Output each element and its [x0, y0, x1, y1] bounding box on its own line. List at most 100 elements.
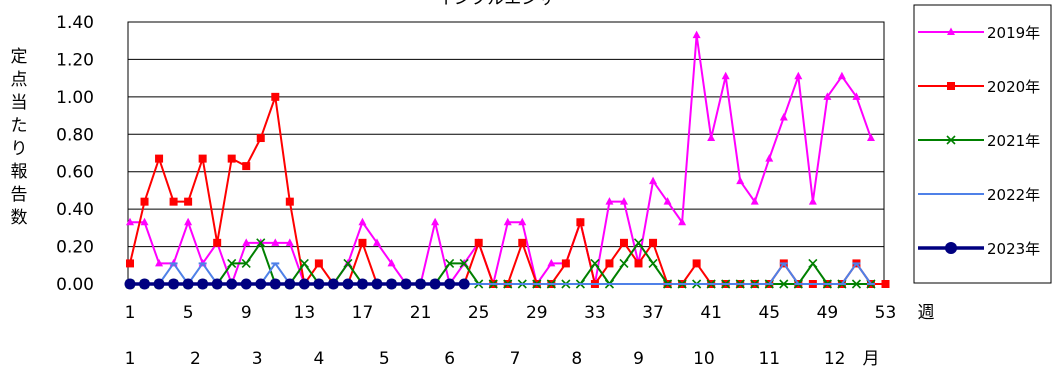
- legend-entry: 2019年: [918, 24, 1040, 42]
- x-tick-label: 9: [241, 303, 252, 323]
- data-point: [415, 278, 427, 290]
- data-point: [605, 259, 614, 268]
- month-unit-label: 月: [863, 349, 880, 369]
- data-point: [327, 278, 339, 290]
- legend-entry: 2020年: [918, 78, 1040, 96]
- data-point: [663, 197, 672, 205]
- data-point: [503, 217, 512, 226]
- data-point: [168, 278, 180, 290]
- series-line: [130, 34, 872, 285]
- y-axis-label-char: り: [11, 139, 28, 159]
- data-point: [211, 278, 223, 290]
- y-tick-label: 0.00: [56, 275, 94, 295]
- data-point: [429, 278, 441, 290]
- data-point: [184, 217, 193, 226]
- data-point: [474, 238, 483, 247]
- data-point: [852, 92, 861, 100]
- data-point-stroke: [779, 279, 789, 289]
- data-point: [765, 154, 774, 162]
- x-tick-label: 37: [642, 303, 664, 323]
- data-point: [155, 258, 164, 267]
- data-point: [605, 197, 614, 205]
- data-point: [649, 238, 658, 247]
- data-point: [299, 258, 309, 268]
- data-point: [459, 258, 469, 268]
- y-tick-label: 0.60: [56, 163, 94, 183]
- data-point: [518, 238, 527, 247]
- data-point: [794, 71, 803, 80]
- data-point: [372, 238, 381, 246]
- legend-label: 2021年: [987, 132, 1040, 150]
- month-label: 3: [252, 349, 263, 369]
- y-tick-label: 1.00: [56, 88, 94, 108]
- data-point: [590, 258, 600, 268]
- legend-entry: 2021年: [918, 132, 1040, 150]
- x-tick-label: 45: [758, 303, 780, 323]
- data-point: [198, 154, 207, 163]
- data-point: [445, 258, 455, 268]
- y-tick-label: 1.40: [56, 13, 94, 33]
- month-label: 1: [125, 349, 136, 369]
- data-point: [750, 197, 759, 205]
- data-point: [707, 133, 716, 142]
- data-point: [851, 279, 862, 289]
- month-label: 10: [693, 349, 715, 369]
- data-point: [140, 197, 149, 206]
- series-2019年: [126, 30, 875, 287]
- x-tick-label: 21: [410, 303, 432, 323]
- x-tick-label: 29: [526, 303, 548, 323]
- x-tick-label: 25: [468, 303, 490, 323]
- data-point: [140, 217, 149, 226]
- month-label: 5: [379, 349, 390, 369]
- legend-label: 2019年: [987, 24, 1040, 42]
- data-point: [444, 278, 456, 290]
- legend: 2019年 2020年 2021年 2022年 2023年: [918, 24, 1040, 258]
- data-point: [285, 238, 294, 246]
- x-tick-label: 17: [352, 303, 374, 323]
- data-point: [518, 217, 527, 226]
- month-label: 2: [190, 349, 201, 369]
- data-point-stroke: [445, 258, 455, 268]
- data-point-stroke: [808, 258, 818, 268]
- data-point: [547, 258, 556, 267]
- data-point: [808, 197, 817, 205]
- data-point: [946, 135, 956, 145]
- month-label: 9: [633, 349, 644, 369]
- month-label: 11: [758, 349, 780, 369]
- series-group: [124, 30, 890, 290]
- data-point-stroke: [619, 258, 629, 268]
- data-point: [823, 92, 832, 100]
- data-point: [213, 238, 222, 247]
- data-point: [400, 278, 412, 290]
- y-tick-label: 1.20: [56, 50, 94, 70]
- x-tick-label: 1: [125, 303, 136, 323]
- data-point: [343, 258, 353, 268]
- data-point: [184, 197, 193, 206]
- data-point: [576, 218, 585, 227]
- chart-title: インフルエンザ: [437, 0, 556, 9]
- data-point: [619, 258, 629, 268]
- data-point: [356, 278, 368, 290]
- data-point: [271, 238, 280, 246]
- data-point-stroke: [459, 258, 469, 268]
- data-point-stroke: [590, 258, 600, 268]
- data-point: [736, 176, 745, 185]
- y-axis-label-char: 点: [11, 70, 28, 90]
- data-point: [226, 278, 238, 290]
- y-axis-label-char: 告: [11, 185, 28, 205]
- data-point: [386, 278, 398, 290]
- data-point: [284, 278, 296, 290]
- data-point: [808, 258, 818, 268]
- data-point: [241, 258, 251, 268]
- month-label: 8: [571, 349, 582, 369]
- data-point: [692, 30, 701, 39]
- data-point: [240, 278, 252, 290]
- data-point: [197, 278, 209, 290]
- x-tick-label: 49: [817, 303, 839, 323]
- legend-label: 2023年: [987, 240, 1040, 258]
- data-point-stroke: [633, 238, 644, 248]
- legend-entry: 2022年: [918, 186, 1040, 204]
- series-2023年: [124, 278, 470, 290]
- data-point: [126, 217, 134, 226]
